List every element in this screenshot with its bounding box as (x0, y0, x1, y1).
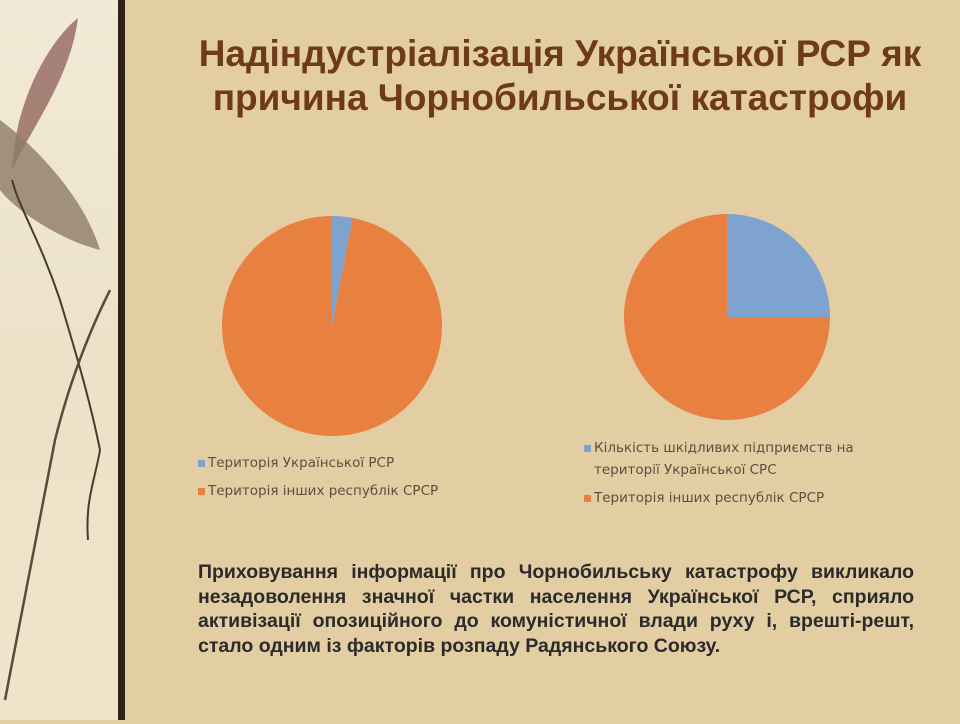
legend-territory: Територія Української РСР Територія інши… (198, 452, 498, 502)
legend-enterprises: Кількість шкідливих підприємств на терит… (584, 437, 884, 509)
pie-chart-territory (221, 215, 442, 436)
pie-chart-enterprises (624, 214, 830, 420)
pie-slice-blue (727, 214, 830, 317)
legend-swatch-orange (584, 495, 591, 502)
legend-item: Територія інших республік СРСР (198, 480, 498, 502)
legend-label: Територія інших республік СРСР (594, 490, 825, 506)
legend-label: Територія Української РСР (208, 455, 395, 471)
legend-swatch-orange (198, 488, 205, 495)
legend-swatch-blue (198, 460, 205, 467)
slide-body-text: Приховування інформації про Чорнобильськ… (198, 561, 914, 657)
legend-item: Кількість шкідливих підприємств на терит… (584, 437, 884, 481)
slide-title: Надіндустріалізація Української РСР як п… (198, 33, 922, 118)
decorative-leaf-image (0, 0, 118, 720)
legend-item: Територія Української РСР (198, 452, 498, 474)
pie-slice-blue (332, 216, 353, 326)
legend-label: Кількість шкідливих підприємств на терит… (594, 440, 854, 478)
legend-swatch-blue (584, 445, 591, 452)
legend-item: Територія інших республік СРСР (584, 487, 884, 509)
divider-bar (118, 0, 125, 720)
legend-label: Територія інших республік СРСР (208, 483, 439, 499)
pie-slice-orange (221, 215, 442, 436)
pie-slice-orange (624, 214, 830, 420)
